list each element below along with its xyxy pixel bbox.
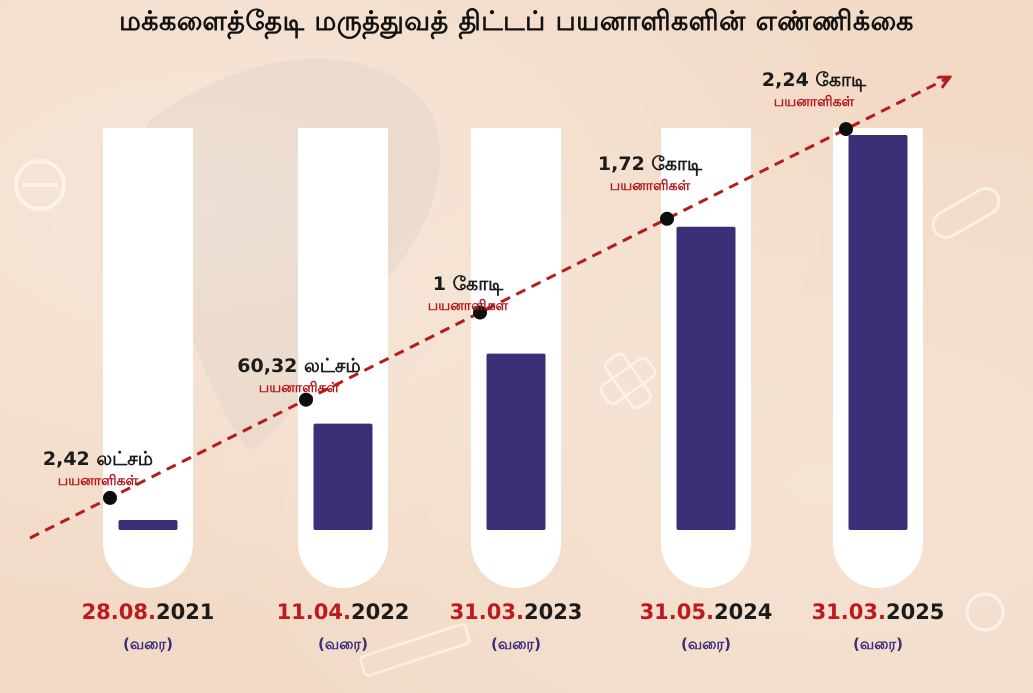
until-label-4: (வரை)	[853, 635, 903, 653]
syringe-icon	[359, 623, 471, 677]
date-label-3-year: 2024	[714, 600, 772, 624]
date-label-2-year: 2023	[524, 600, 582, 624]
value-sublabel-3: பயனாளிகள்	[610, 178, 691, 194]
date-label-3: 31.05.2024	[640, 600, 773, 624]
bars-layer	[118, 135, 908, 531]
value-label-3: 1,72 கோடி	[598, 153, 703, 175]
date-label-4-day: 31.03.	[812, 600, 886, 624]
date-label-0-day: 28.08.	[82, 600, 156, 624]
trend-marker-4	[839, 122, 853, 137]
pill-icon	[14, 159, 66, 211]
value-sublabel-2: பயனாளிகள்	[428, 298, 509, 314]
until-label-1: (வரை)	[318, 635, 368, 653]
bar-11.04.2022	[313, 423, 373, 530]
date-label-0: 28.08.2021	[82, 600, 215, 624]
date-label-0-year: 2021	[156, 600, 214, 624]
dates-layer: 28.08.2021(வரை)11.04.2022(வரை)31.03.2023…	[82, 600, 945, 653]
chart-title: மக்களைத்தேடி மருத்துவத் திட்டப் பயனாளிகள…	[119, 6, 914, 37]
value-sublabel-1: பயனாளிகள்	[259, 380, 340, 396]
until-label-2: (வரை)	[491, 635, 541, 653]
value-label-4: 2,24 கோடி	[762, 69, 867, 91]
trend-layer	[29, 78, 948, 540]
date-label-4: 31.03.2025	[812, 600, 945, 624]
trend-line	[29, 78, 948, 540]
date-label-4-year: 2025	[886, 600, 944, 624]
bar-31.03.2025	[848, 135, 908, 530]
date-label-2: 31.03.2023	[450, 600, 583, 624]
value-label-1: 60,32 லட்சம்	[237, 355, 360, 377]
value-label-2: 1 கோடி	[433, 273, 504, 295]
value-label-0: 2,42 லட்சம்	[43, 448, 153, 470]
date-label-1: 11.04.2022	[277, 600, 410, 624]
until-label-0: (வரை)	[123, 635, 173, 653]
tablet-icon	[965, 592, 1005, 632]
labels-layer: 2,42 லட்சம் பயனாளிகள் 60,32 லட்சம் பயனாளிகள…	[43, 69, 867, 489]
value-sublabel-4: பயனாளிகள்	[774, 94, 855, 110]
date-label-3-day: 31.05.	[640, 600, 714, 624]
value-sublabel-0: பயனாளிகள்	[58, 473, 139, 489]
trend-marker-1	[299, 392, 313, 407]
bandage-icon	[599, 352, 657, 410]
tube-0	[103, 128, 193, 588]
until-label-3: (வரை)	[681, 635, 731, 653]
trend-marker-0	[103, 490, 117, 505]
trend-marker-2	[473, 305, 487, 320]
bar-31.03.2023	[486, 353, 546, 530]
date-label-1-year: 2022	[351, 600, 409, 624]
date-label-1-day: 11.04.	[277, 600, 351, 624]
capsule-icon	[931, 187, 1001, 239]
bar-31.05.2024	[676, 226, 736, 531]
trend-marker-3	[660, 211, 674, 226]
bar-28.08.2021	[118, 520, 178, 530]
date-label-2-day: 31.03.	[450, 600, 524, 624]
